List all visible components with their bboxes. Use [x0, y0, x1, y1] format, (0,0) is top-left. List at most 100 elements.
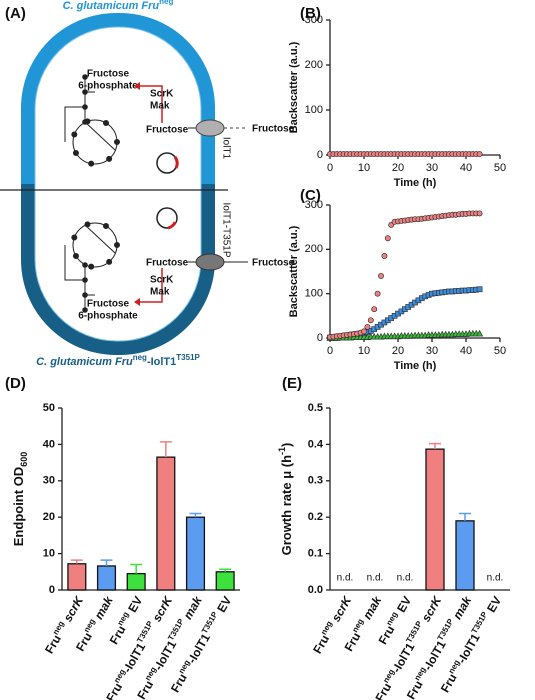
arrowhead: [134, 82, 140, 90]
point: [476, 329, 484, 337]
product: 6-phosphate: [78, 311, 138, 322]
y-tick-label: 0.1: [308, 548, 323, 560]
point: [384, 235, 391, 242]
panel-label: (E): [282, 375, 302, 392]
x-tick-label: 0: [327, 345, 333, 357]
bar: [126, 572, 146, 591]
y-tick-label: 100: [305, 288, 323, 300]
molecule-atom: [82, 307, 88, 313]
x-tick-label: 50: [494, 162, 506, 174]
substrate: Fructose: [146, 125, 189, 136]
y-tick-label: 50: [43, 402, 55, 414]
y-label-sub: 600: [19, 452, 29, 467]
value-label: n.d.: [367, 573, 384, 584]
bar: [215, 571, 235, 591]
y-axis-label: Backscatter (a.u.): [288, 41, 300, 133]
bar: [455, 520, 475, 591]
molecule-atom: [88, 160, 95, 167]
y-tick-label: 10: [43, 548, 55, 560]
bar: [67, 563, 87, 591]
molecule-atom: [103, 119, 109, 126]
molecule: [64, 74, 120, 167]
y-tick-label: 0.3: [308, 475, 323, 487]
molecule-atom: [103, 222, 109, 229]
enzyme: Mak: [150, 101, 170, 112]
x-axis-label: Time (h): [394, 177, 437, 189]
product: 6-phosphate: [78, 81, 138, 92]
molecule-atom: [114, 139, 120, 145]
molecule-atom: [82, 74, 88, 80]
x-tick-label: 0: [327, 162, 333, 174]
transporter: [195, 119, 225, 137]
plasmid: [156, 207, 178, 229]
molecule-atom: [106, 258, 113, 265]
molecule-bond: [84, 121, 116, 151]
y-tick-label: 0.4: [308, 438, 324, 450]
bar: [156, 456, 176, 591]
panel-label: (D): [5, 375, 26, 392]
point: [367, 317, 374, 324]
y-tick-label: 20: [43, 511, 55, 523]
value-label: n.d.: [487, 573, 504, 584]
y-label-text: Endpoint OD: [11, 467, 26, 546]
y-axis-label: Endpoint OD600: [11, 452, 29, 546]
molecule-atom: [88, 263, 95, 270]
y-tick-label: 0: [317, 149, 323, 161]
substrate: Fructose: [252, 258, 295, 269]
plasmid-insert: [167, 221, 177, 230]
error-bar: [159, 441, 172, 458]
y-axis-label: Growth rate μ (h-1): [277, 443, 294, 556]
product: Fructose: [87, 69, 130, 80]
panel-label: (B): [300, 5, 321, 22]
molecule-atom: [72, 253, 79, 259]
error-bar: [70, 559, 83, 564]
point: [476, 151, 483, 158]
y-tick-label: 0: [317, 332, 323, 344]
y-tick-label: 30: [43, 475, 55, 487]
footer-text: C. glutamicum Fru: [36, 356, 133, 368]
y-label-text: Growth rate μ (h: [279, 455, 294, 555]
plasmid-insert: [173, 156, 179, 169]
error-bar: [100, 559, 113, 566]
arrowhead: [134, 298, 140, 306]
substrate: Fructose: [252, 124, 295, 135]
value-label: n.d.: [397, 573, 414, 584]
point: [381, 253, 388, 259]
y-tick-label: 40: [43, 438, 55, 450]
y-tick-label: 0.5: [308, 402, 323, 414]
point: [476, 286, 483, 293]
error-bar: [130, 563, 143, 574]
y-tick-label: 100: [305, 104, 323, 116]
point: [476, 210, 483, 217]
y-tick-label: 0: [49, 584, 55, 596]
value-label: n.d.: [337, 573, 354, 584]
point: [371, 306, 378, 313]
x-tick-label: 40: [460, 162, 472, 174]
point: [374, 290, 381, 297]
error-bar: [219, 568, 232, 572]
molecule-bond: [84, 224, 116, 254]
substrate: Fructose: [146, 258, 189, 269]
point: [361, 328, 367, 335]
footer-sup: neg: [133, 353, 147, 362]
panel-label: (C): [300, 187, 321, 204]
y-tick-label: 0.2: [308, 511, 323, 523]
molecule-atom: [82, 292, 88, 298]
molecule-atom: [82, 104, 88, 110]
x-tick-label: 20: [392, 162, 404, 174]
x-tick-label: 30: [426, 345, 438, 357]
molecule-atom: [82, 262, 88, 268]
transporter: [195, 253, 225, 271]
chart: (E) 0.0 0.1 0.2 0.3 0.4 0.5 Growth rate μ (h-1)…: [277, 375, 510, 700]
cell-membrane: [34, 26, 202, 342]
chart: (B) 0 100 200 300 Backscatter (a.u.) Time (h) 0…: [288, 5, 506, 189]
error-bar: [459, 512, 471, 521]
diagram: (A) C. glutamicum Fruneg C. glutamicum F…: [0, 0, 295, 368]
x-tick-label: 40: [460, 345, 472, 357]
y-label-sup: -1: [277, 447, 287, 455]
y-tick-label: 200: [305, 59, 323, 71]
y-tick-label: 300: [305, 14, 323, 26]
